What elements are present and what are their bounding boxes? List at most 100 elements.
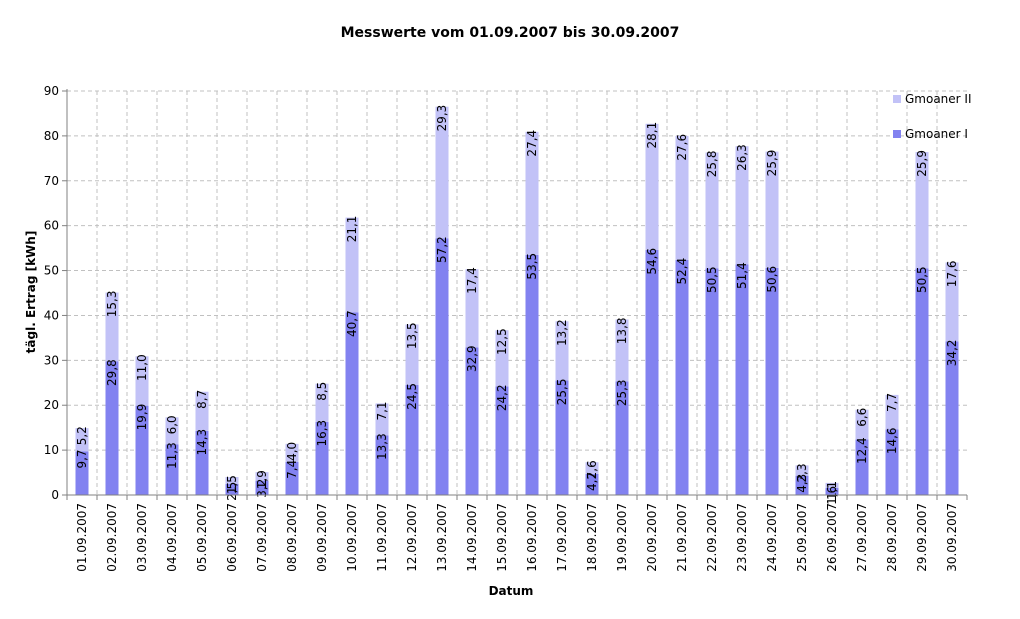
x-tick-label: 20.09.2007 <box>645 503 659 572</box>
data-label-gmoaner-2: 17,6 <box>945 260 959 287</box>
bar-gmoaner-1 <box>915 268 929 495</box>
data-label-gmoaner-2: 25,8 <box>705 150 719 177</box>
bar-gmoaner-1 <box>435 238 449 496</box>
chart-title: Messwerte vom 01.09.2007 bis 30.09.2007 <box>341 25 680 41</box>
data-label-gmoaner-2: 26,3 <box>735 144 749 171</box>
x-tick-label: 24.09.2007 <box>765 503 779 572</box>
data-label-gmoaner-1: 50,5 <box>915 266 929 293</box>
x-tick-label: 17.09.2007 <box>555 503 569 572</box>
y-tick-label: 50 <box>44 264 59 278</box>
bar-gmoaner-2 <box>285 443 299 462</box>
x-tick-label: 08.09.2007 <box>285 503 299 572</box>
data-label-gmoaner-2: 29,3 <box>435 105 449 132</box>
bar-gmoaner-2 <box>405 324 419 386</box>
bar-gmoaner-1 <box>495 386 509 495</box>
data-label-gmoaner-1: 52,4 <box>675 258 689 285</box>
y-tick-label: 10 <box>44 443 59 457</box>
data-label-gmoaner-2: 2,3 <box>795 463 809 482</box>
bar-gmoaner-2 <box>135 356 149 406</box>
bar-gmoaner-1 <box>135 405 149 495</box>
data-label-gmoaner-2: 1,5 <box>225 475 239 494</box>
data-label-gmoaner-2: 6,6 <box>855 408 869 427</box>
legend-label: Gmoaner I <box>905 127 968 141</box>
data-label-gmoaner-2: 13,8 <box>615 317 629 344</box>
data-label-gmoaner-1: 50,6 <box>765 266 779 293</box>
x-tick-label: 28.09.2007 <box>885 503 899 572</box>
x-tick-label: 19.09.2007 <box>615 503 629 572</box>
x-tick-label: 15.09.2007 <box>495 503 509 572</box>
data-label-gmoaner-1: 4,7 <box>585 472 599 491</box>
y-tick-label: 60 <box>44 219 59 233</box>
x-tick-label: 13.09.2007 <box>435 503 449 572</box>
gridlines <box>67 90 967 495</box>
data-label-gmoaner-1: 57,2 <box>435 236 449 263</box>
bar-gmoaner-2 <box>75 428 89 452</box>
data-label-gmoaner-1: 32,9 <box>465 345 479 372</box>
bar-gmoaner-2 <box>705 152 719 269</box>
x-axis-title: Datum <box>489 584 534 598</box>
bar-gmoaner-2 <box>105 292 119 362</box>
bar-gmoaner-1 <box>195 430 209 495</box>
data-label-gmoaner-1: 13,3 <box>375 433 389 460</box>
bar-gmoaner-2 <box>435 106 449 239</box>
data-label-gmoaner-1: 51,4 <box>735 262 749 289</box>
x-tick-label: 04.09.2007 <box>165 503 179 572</box>
data-label-gmoaner-1: 14,3 <box>195 429 209 456</box>
data-label-gmoaner-1: 24,2 <box>495 384 509 411</box>
data-label-gmoaner-2: 28,1 <box>645 122 659 149</box>
data-label-gmoaner-1: 11,3 <box>165 442 179 469</box>
data-label-gmoaner-1: 2,5 <box>225 482 239 501</box>
x-tick-label: 26.09.2007 <box>825 503 839 572</box>
bar-gmoaner-2 <box>915 152 929 269</box>
data-label-gmoaner-2: 12,5 <box>495 328 509 355</box>
x-tick-label: 01.09.2007 <box>75 503 89 572</box>
bar-gmoaner-1 <box>885 429 899 495</box>
data-label-gmoaner-1: 19,9 <box>135 404 149 431</box>
x-tick-label: 25.09.2007 <box>795 503 809 572</box>
x-tick-label: 23.09.2007 <box>735 503 749 572</box>
bar-gmoaner-1 <box>315 421 329 495</box>
data-label-gmoaner-1: 53,5 <box>525 253 539 280</box>
data-label-gmoaner-1: 25,3 <box>615 379 629 406</box>
bar-gmoaner-1 <box>225 483 239 495</box>
bar-gmoaner-2 <box>825 482 839 488</box>
bar-gmoaner-1 <box>585 473 599 495</box>
legend-label: Gmoaner II <box>905 92 972 106</box>
data-label-gmoaner-2: 25,9 <box>915 150 929 177</box>
data-label-gmoaner-1: 4,3 <box>795 474 809 493</box>
bar-gmoaner-1 <box>765 267 779 495</box>
bar-gmoaner-1 <box>825 487 839 495</box>
bar-gmoaner-1 <box>615 381 629 495</box>
bar-gmoaner-1 <box>795 475 809 495</box>
y-tick-label: 70 <box>44 174 59 188</box>
data-label-gmoaner-2: 2,6 <box>585 460 599 479</box>
data-label-gmoaner-2: 27,6 <box>675 134 689 161</box>
bar-gmoaner-2 <box>555 321 569 381</box>
bar-gmoaner-2 <box>855 409 869 440</box>
data-label-gmoaner-1: 40,7 <box>345 310 359 337</box>
bar-gmoaner-1 <box>855 439 869 495</box>
x-tick-label: 06.09.2007 <box>225 503 239 572</box>
bar-gmoaner-2 <box>735 146 749 265</box>
data-label-gmoaner-2: 1,1 <box>825 481 839 500</box>
data-label-gmoaner-2: 7,1 <box>375 401 389 420</box>
x-tick-label: 21.09.2007 <box>675 503 689 572</box>
x-tick-label: 07.09.2007 <box>255 503 269 572</box>
data-label-gmoaner-2: 6,0 <box>165 415 179 434</box>
data-label-gmoaner-2: 7,7 <box>885 393 899 412</box>
data-label-gmoaner-1: 12,4 <box>855 437 869 464</box>
bar-gmoaner-2 <box>375 403 389 436</box>
bar-gmoaner-2 <box>495 330 509 387</box>
axes: 0 10 20 30 40 50 60 70 80 90 01.09.2007 02.09.2007 0… <box>44 84 968 572</box>
x-tick-label: 14.09.2007 <box>465 503 479 572</box>
data-label-gmoaner-1: 7,4 <box>285 460 299 479</box>
bar-gmoaner-1 <box>165 444 179 495</box>
bar-gmoaner-1 <box>465 347 479 495</box>
y-tick-label: 0 <box>51 488 59 502</box>
data-label-gmoaner-1: 14,6 <box>885 427 899 454</box>
y-tick-label: 80 <box>44 129 59 143</box>
data-label-gmoaner-2: 13,2 <box>555 319 569 346</box>
data-label-gmoaner-2: 27,4 <box>525 130 539 157</box>
data-label-gmoaner-2: 21,1 <box>345 216 359 243</box>
bar-gmoaner-2 <box>615 319 629 382</box>
